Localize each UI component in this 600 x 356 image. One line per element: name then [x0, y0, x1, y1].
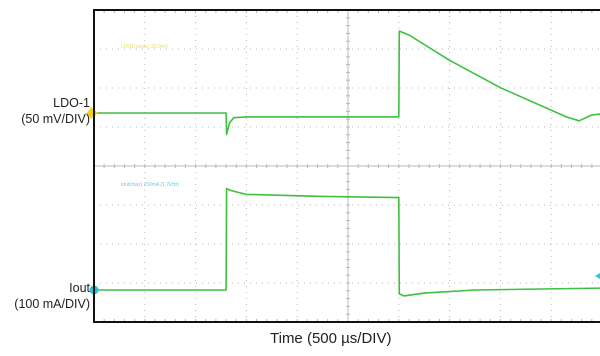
iout-channel-label: Iout (100 mA/DIV)	[14, 280, 90, 312]
ldo-marker-icon	[87, 107, 98, 119]
right-edge-marker-icon	[595, 273, 600, 279]
ldo-channel-label: LDO-1 (50 mV/DIV)	[21, 95, 90, 127]
graticule-grid	[93, 9, 600, 323]
ldo-channel-scale: (50 mV/DIV)	[21, 112, 90, 126]
iout-channel-name: Iout	[69, 281, 90, 295]
ldo-channel-name: LDO-1	[53, 96, 90, 110]
iout-annotation: Iout(max) 150mA (1.7kHz)	[121, 182, 180, 188]
ldo-waveform	[94, 30, 600, 136]
waveform-traces	[94, 30, 600, 297]
iout-waveform	[94, 187, 600, 297]
channel-markers	[87, 107, 600, 295]
iout-channel-scale: (100 mA/DIV)	[14, 297, 90, 311]
plot-frame	[93, 9, 600, 323]
x-axis-label: Time (500 µs/DIV)	[270, 330, 392, 347]
ldo-annotation: LDO1(ripple) 20.0mV	[121, 44, 169, 50]
